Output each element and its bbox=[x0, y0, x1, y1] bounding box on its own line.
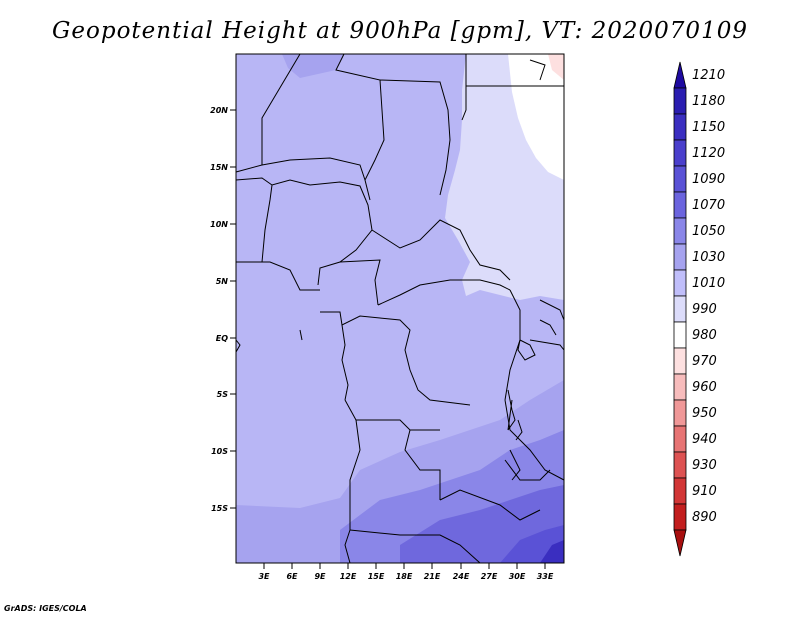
colorbar-swatch bbox=[673, 165, 687, 193]
lat-axis: 20N 15N 10N 5N EQ 5S 10S 15S bbox=[210, 106, 236, 513]
lat-label: 15N bbox=[210, 163, 228, 172]
colorbar-swatch bbox=[673, 399, 687, 427]
lon-label: 18E bbox=[396, 572, 413, 581]
lon-label: 24E bbox=[453, 572, 470, 581]
pink-patch bbox=[548, 54, 564, 80]
lat-label: 5N bbox=[216, 277, 229, 286]
colorbar-swatch bbox=[673, 321, 687, 349]
colorbar-swatch bbox=[673, 87, 687, 115]
lon-label: 30E bbox=[509, 572, 526, 581]
lat-label: 10S bbox=[211, 447, 228, 456]
colorbar-label: 1070 bbox=[692, 198, 725, 213]
colorbar-swatch bbox=[673, 243, 687, 271]
colorbar-label: 970 bbox=[692, 354, 717, 369]
nw-patch bbox=[282, 54, 344, 78]
lon-label: 15E bbox=[368, 572, 385, 581]
lon-label: 12E bbox=[340, 572, 357, 581]
colorbar-label: 1180 bbox=[692, 94, 725, 109]
colorbar-swatch bbox=[673, 425, 687, 453]
lat-label: EQ bbox=[216, 334, 228, 343]
lat-label: 5S bbox=[217, 390, 229, 399]
colorbar-label: 950 bbox=[692, 406, 717, 421]
colorbar-swatch bbox=[673, 529, 687, 557]
lon-label: 33E bbox=[537, 572, 554, 581]
colorbar: 1210 1180 1150 1120 1090 1070 1050 1030 1010 990 9… bbox=[673, 61, 725, 557]
colorbar-label: 990 bbox=[692, 302, 717, 317]
colorbar-swatch bbox=[673, 503, 687, 531]
lat-label: 20N bbox=[210, 106, 228, 115]
colorbar-swatch bbox=[673, 217, 687, 245]
colorbar-label: 940 bbox=[692, 432, 717, 447]
colorbar-label: 1050 bbox=[692, 224, 725, 239]
colorbar-swatch bbox=[673, 191, 687, 219]
lon-label: 3E bbox=[258, 572, 270, 581]
south-zone-5 bbox=[540, 540, 564, 563]
colorbar-label: 910 bbox=[692, 484, 717, 499]
colorbar-label: 1150 bbox=[692, 120, 725, 135]
lat-label: 15S bbox=[211, 504, 228, 513]
lat-label: 10N bbox=[210, 220, 228, 229]
colorbar-label: 890 bbox=[692, 510, 717, 525]
lon-label: 21E bbox=[424, 572, 441, 581]
lon-label: 6E bbox=[286, 572, 298, 581]
colorbar-swatch bbox=[673, 451, 687, 479]
colorbar-label: 960 bbox=[692, 380, 717, 395]
map-plot bbox=[235, 53, 565, 564]
coast-lakes bbox=[235, 59, 557, 481]
colorbar-label: 1030 bbox=[692, 250, 725, 265]
colorbar-swatch bbox=[673, 295, 687, 323]
colorbar-label: 1210 bbox=[692, 68, 725, 83]
colorbar-swatch bbox=[673, 373, 687, 401]
colorbar-swatch bbox=[673, 139, 687, 167]
map-frame bbox=[235, 53, 565, 564]
colorbar-label: 980 bbox=[692, 328, 717, 343]
colorbar-swatch bbox=[673, 113, 687, 141]
map-title: Geopotential Height at 900hPa [gpm], VT:… bbox=[52, 18, 748, 44]
colorbar-label: 1090 bbox=[692, 172, 725, 187]
colorbar-label: 1010 bbox=[692, 276, 725, 291]
lon-axis: 3E 6E 9E 12E 15E 18E 21E 24E 27E 30E 33E bbox=[258, 563, 554, 581]
grads-credit: GrADS: IGES/COLA bbox=[4, 604, 87, 613]
lon-label: 9E bbox=[314, 572, 326, 581]
lon-label: 27E bbox=[481, 572, 498, 581]
colorbar-swatch bbox=[673, 477, 687, 505]
colorbar-swatch bbox=[673, 269, 687, 297]
colorbar-label: 930 bbox=[692, 458, 717, 473]
colorbar-swatch bbox=[673, 61, 687, 89]
colorbar-swatch bbox=[673, 347, 687, 375]
colorbar-label: 1120 bbox=[692, 146, 725, 161]
